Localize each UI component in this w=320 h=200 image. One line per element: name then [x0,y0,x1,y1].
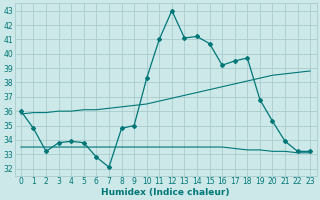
X-axis label: Humidex (Indice chaleur): Humidex (Indice chaleur) [101,188,230,197]
